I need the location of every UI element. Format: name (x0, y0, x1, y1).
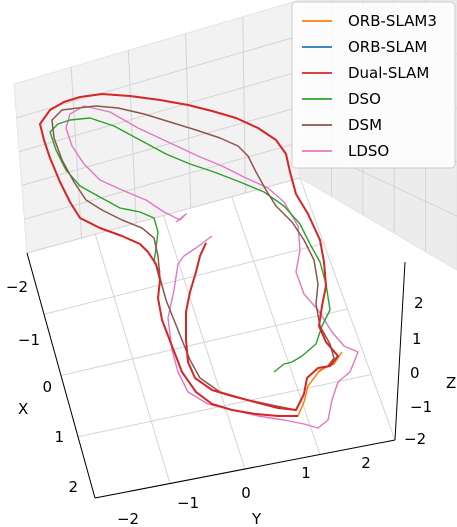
z-tick-label: −2 (404, 430, 426, 448)
floor-grid-line (299, 177, 396, 441)
y-tick-label: 0 (241, 484, 251, 502)
y-tick-label: 1 (301, 464, 311, 482)
legend-label: LDSO (348, 142, 389, 160)
axis-ticks: −2 −1 0 1 2 −2 −1 0 1 2 2 1 0 −1 −2 (6, 278, 432, 527)
z-tick-label: 2 (414, 294, 424, 312)
x-tick-label: 2 (68, 478, 78, 496)
floor-grid-line (77, 374, 372, 438)
y-axis-label: Y (251, 510, 262, 527)
wall-grid-line (185, 33, 192, 209)
series-line-dual-slam (39, 93, 339, 417)
trajectory-series (39, 93, 359, 429)
x-tick-label: −1 (18, 331, 40, 349)
wall-grid-line (24, 141, 301, 220)
y-tick-label: 2 (361, 454, 371, 472)
wall-grid-line (19, 70, 301, 153)
z-tick-label: 0 (410, 364, 420, 382)
legend-label: ORB-SLAM3 (348, 12, 437, 30)
legend-label: ORB-SLAM (348, 38, 427, 56)
legend-box (291, 1, 456, 169)
x-tick-label: 0 (42, 378, 52, 396)
x-axis-label: X (18, 400, 28, 418)
wall-grid-line (242, 16, 246, 194)
wall-grid-line (127, 50, 137, 224)
series-line-dso (49, 117, 331, 373)
x-tick-label: −2 (6, 278, 28, 296)
y-tick-label: −1 (177, 494, 199, 512)
x-axis-line (26, 252, 96, 499)
wall-grid-line (16, 35, 301, 119)
floor-grid-line (163, 215, 246, 470)
legend-label: DSM (348, 116, 382, 134)
z-axis-label: Z (446, 374, 456, 392)
legend: ORB-SLAM3 ORB-SLAM Dual-SLAM DSO DSM LDSO (291, 1, 456, 169)
series-line-dsm (51, 105, 335, 411)
y-tick-label: −2 (117, 510, 139, 527)
legend-label: Dual-SLAM (348, 64, 429, 82)
legend-label: DSO (348, 90, 381, 108)
z-tick-label: 1 (412, 330, 422, 348)
z-axis-line (394, 261, 406, 441)
x-tick-label: 1 (54, 428, 64, 446)
z-tick-label: −1 (410, 398, 432, 416)
y-axis-line (94, 439, 396, 499)
series-line-ldso (65, 105, 359, 429)
floor-grid-line (231, 196, 321, 455)
